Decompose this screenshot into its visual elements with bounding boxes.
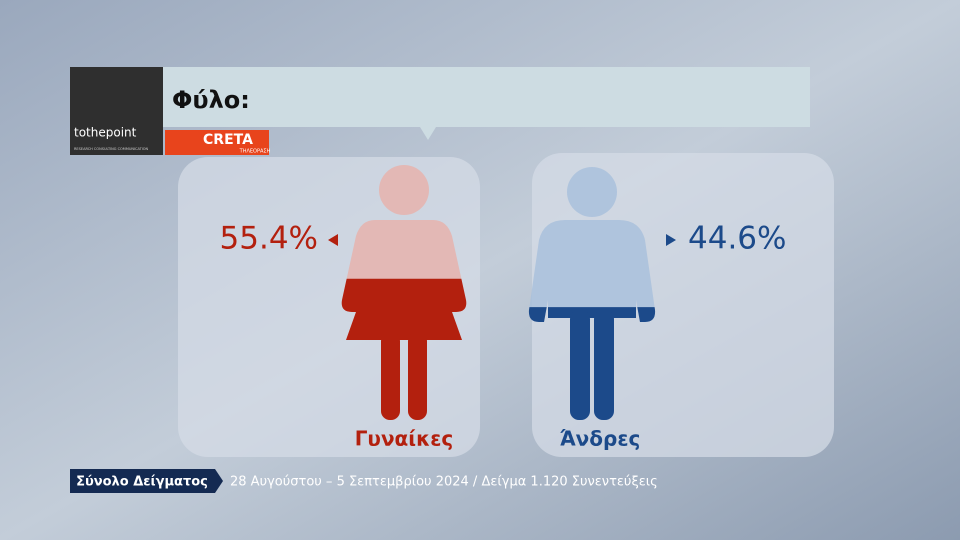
title-bar [163, 67, 810, 127]
channel-box [165, 130, 269, 155]
figure-body [341, 278, 467, 340]
value-label: 44.6% [688, 221, 786, 257]
value-pointer [328, 234, 338, 246]
figure-body [528, 307, 656, 322]
figure-shape [528, 307, 656, 420]
footer-label-box [70, 469, 215, 493]
figure-fill [341, 278, 467, 420]
figure-head [567, 167, 617, 217]
footer-text: 28 Αυγούστου – 5 Σεπτεμβρίου 2024 / Δείγ… [230, 475, 658, 490]
value-label: 55.4% [220, 221, 318, 257]
logo-tagline: RESEARCH CONSULTING COMMUNICATION [74, 147, 149, 151]
value-pointer [666, 234, 676, 246]
footer-label: Σύνολο Δείγματος [76, 475, 208, 490]
chart-title: Φύλο: [172, 86, 250, 114]
logo-name: tothepoint [74, 126, 137, 140]
channel-sub: ΤΗΛΕΟΡΑΣΗ [239, 149, 271, 155]
figure-leg [381, 332, 400, 420]
title-pointer [420, 127, 436, 140]
figure-leg [570, 310, 590, 420]
logo-box [70, 67, 163, 155]
figure-fill [528, 307, 656, 420]
figure-leg [594, 310, 614, 420]
figure-shape [341, 278, 467, 420]
channel-name: CRETA [203, 132, 253, 148]
category-label: Άνδρες [560, 427, 641, 451]
figure-leg [408, 332, 427, 420]
figure-head [379, 165, 429, 215]
figure-body [528, 220, 656, 322]
category-label: Γυναίκες [355, 427, 454, 451]
footer-pointer [215, 469, 223, 493]
